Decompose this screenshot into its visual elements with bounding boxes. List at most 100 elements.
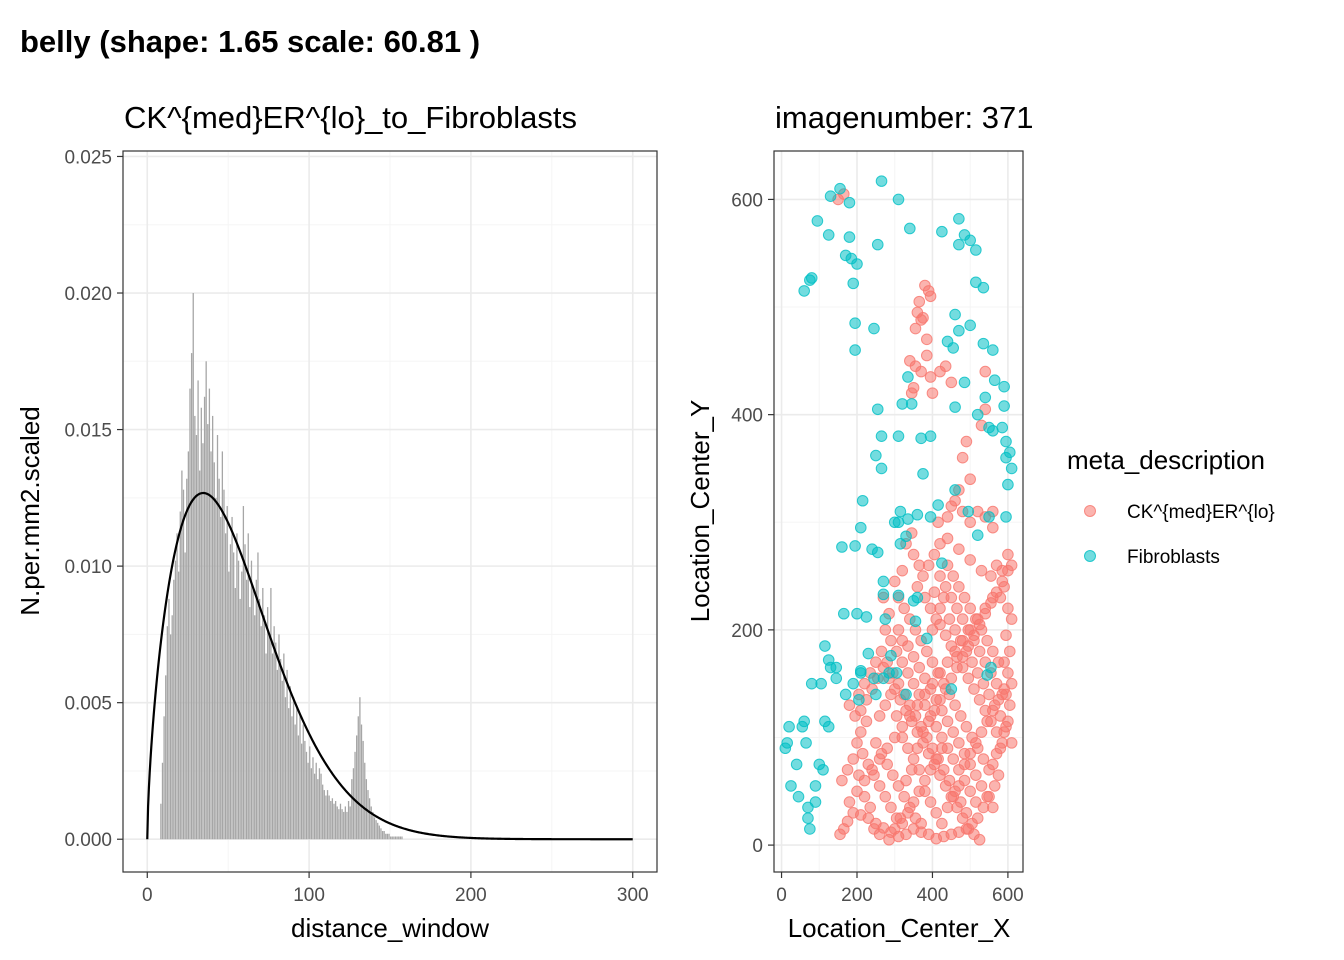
ck-point — [970, 737, 982, 749]
ck-point — [915, 817, 927, 830]
fibroblast-point — [924, 430, 937, 442]
ck-point — [900, 704, 912, 717]
histogram-bar — [268, 634, 270, 840]
ck-point — [990, 747, 1003, 760]
fibroblast-point — [953, 212, 965, 225]
ck-point — [951, 650, 963, 663]
ck-point — [987, 521, 999, 534]
histogram-bar — [289, 686, 291, 840]
histogram-bar — [197, 380, 199, 840]
ck-point — [953, 737, 965, 749]
fibroblast-point — [875, 430, 888, 442]
ck-point — [870, 737, 882, 749]
histogram-bar — [249, 607, 251, 840]
fibroblast-point — [868, 672, 880, 685]
histogram-bar — [221, 451, 224, 840]
ck-point — [920, 333, 933, 346]
histogram-bar — [296, 708, 298, 840]
ck-point — [973, 645, 986, 658]
histogram-bar — [349, 806, 351, 840]
ck-point — [956, 812, 969, 824]
histogram-bar — [213, 462, 215, 840]
fibroblast-point — [953, 324, 965, 337]
scatter-y-tick-label: 600 — [731, 190, 763, 211]
histogram-bar — [354, 751, 356, 840]
ck-point — [996, 688, 1009, 701]
histogram-bar — [161, 762, 164, 840]
ck-point — [956, 661, 969, 674]
ck-point — [919, 785, 931, 798]
fibroblast-point — [953, 238, 965, 251]
ck-point — [911, 581, 924, 593]
histogram-bar — [305, 751, 308, 840]
histogram-bar — [399, 836, 402, 840]
histogram-bar — [284, 697, 287, 840]
histogram-bar — [194, 415, 196, 840]
scatter-y-tick-label: 200 — [731, 621, 763, 642]
fibroblast-point — [790, 758, 803, 771]
ck-point — [913, 661, 926, 674]
histogram-bar — [334, 800, 337, 840]
histogram-bar — [291, 716, 293, 840]
ck-point — [900, 774, 912, 787]
fibroblast-point — [822, 654, 835, 666]
scatter-points — [779, 175, 1018, 846]
histogram-bar — [372, 811, 374, 840]
scatter-axis-ticks: 0 200 400 600 0 200 400 600 — [731, 190, 1023, 906]
histogram-bar — [281, 680, 283, 840]
ck-point — [943, 613, 956, 625]
histogram-bar — [313, 773, 316, 840]
ck-point — [985, 597, 997, 609]
ck-point — [945, 376, 958, 389]
histogram-bar — [182, 489, 185, 840]
histogram-bar — [343, 811, 345, 840]
histogram-bar — [283, 653, 285, 840]
histogram-bar — [304, 740, 306, 840]
histogram-bar — [360, 724, 363, 840]
ck-point — [873, 828, 886, 841]
histogram-bar — [244, 544, 246, 840]
histogram-bar — [242, 506, 245, 840]
histogram-bar — [228, 571, 230, 840]
scatter-x-tick-label: 200 — [841, 885, 873, 906]
histogram-bar — [218, 478, 220, 840]
histogram-bar — [241, 571, 243, 840]
histogram-bar — [309, 746, 311, 840]
ck-point — [990, 726, 1003, 738]
legend: meta_description CK^{med}ER^{lo} Fibrobl… — [1067, 445, 1275, 568]
ck-point — [939, 780, 952, 792]
ck-point — [888, 683, 901, 695]
ck-point — [945, 640, 958, 652]
ck-point — [881, 758, 893, 771]
ck-point — [898, 790, 910, 803]
histogram-bar — [220, 516, 222, 840]
ck-point — [937, 591, 950, 604]
histogram-bar — [262, 587, 264, 840]
ck-point — [934, 570, 946, 582]
fibroblast-point — [877, 588, 890, 601]
ck-point — [941, 656, 954, 668]
histogram-bar — [398, 836, 400, 840]
histogram-bar — [368, 798, 371, 840]
fibroblast-point — [847, 677, 860, 690]
histogram-bar — [252, 587, 254, 840]
ck-point — [960, 645, 973, 658]
histogram-bar — [364, 762, 366, 840]
ck-point — [887, 769, 899, 781]
ck-point — [907, 677, 920, 690]
histogram-bar — [391, 836, 393, 840]
fibroblast-point — [785, 780, 797, 792]
histogram-bar — [401, 836, 403, 840]
histogram-bar — [255, 579, 257, 840]
histogram-bar — [307, 762, 309, 840]
fibroblast-point — [843, 231, 856, 243]
ck-point — [973, 694, 986, 706]
histogram-bar — [362, 740, 364, 840]
ck-point — [979, 365, 992, 378]
ck-point — [1003, 645, 1016, 658]
histogram-bar — [367, 790, 369, 840]
histogram-bar — [347, 800, 350, 840]
ck-point — [879, 790, 892, 803]
fibroblast-point — [964, 319, 976, 332]
ck-point — [958, 747, 971, 760]
